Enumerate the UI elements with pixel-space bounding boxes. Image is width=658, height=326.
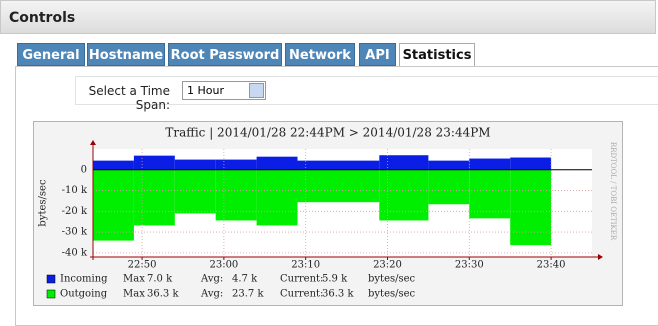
legend-stat-label: Avg: xyxy=(200,289,223,300)
tab[interactable]: Root Password xyxy=(168,43,282,66)
y-tick-label: -20 k xyxy=(62,206,88,217)
legend-label: Outgoing xyxy=(60,289,108,300)
step-area xyxy=(510,169,552,246)
y-axis-label: bytes/sec xyxy=(38,179,49,227)
legend-stat-value: 5.9 k xyxy=(322,274,348,285)
y-tick-label: 0 xyxy=(81,164,87,175)
step-area xyxy=(133,169,175,226)
step-area xyxy=(469,169,511,219)
legend-stat-label: Current: xyxy=(280,289,323,300)
legend-stat-label: Max xyxy=(123,289,145,300)
step-area xyxy=(469,158,511,170)
step-area xyxy=(174,169,216,214)
step-area xyxy=(297,160,380,170)
step-area xyxy=(215,159,257,170)
select-value: 1 Hour xyxy=(187,84,224,97)
axis-arrow xyxy=(598,254,603,260)
axis-arrow xyxy=(90,140,96,145)
legend-stat-value: 4.7 k xyxy=(232,274,258,285)
legend-stat-label: bytes/sec xyxy=(368,289,416,300)
tab[interactable]: Statistics xyxy=(399,43,475,67)
legend-label: Incoming xyxy=(60,274,108,285)
tab[interactable]: API xyxy=(359,43,396,66)
legend-stat-label: bytes/sec xyxy=(368,274,416,285)
step-area xyxy=(297,169,380,203)
step-area xyxy=(379,155,429,170)
header-title: Controls xyxy=(0,0,656,34)
legend-stat-label: Current: xyxy=(280,274,323,285)
chart-title: Traffic | 2014/01/28 22:44PM > 2014/01/2… xyxy=(165,126,490,140)
legend-stat-value: 36.3 k xyxy=(147,289,179,300)
legend-stat-value: 23.7 k xyxy=(232,289,264,300)
legend-swatch xyxy=(46,274,56,284)
legend-swatch xyxy=(46,289,56,299)
step-area xyxy=(256,156,298,170)
y-tick-label: -40 k xyxy=(62,247,88,258)
select-arrow[interactable] xyxy=(249,83,264,98)
x-tick-label: 23:10 xyxy=(291,260,320,271)
x-tick-label: 23:20 xyxy=(373,260,402,271)
side-text: RRDTOOL / TOBI OETIKER xyxy=(609,142,617,241)
step-area xyxy=(215,169,257,221)
tab[interactable]: Hostname xyxy=(87,43,165,66)
step-area xyxy=(510,157,552,170)
step-area xyxy=(93,169,134,241)
step-area xyxy=(174,159,216,170)
x-tick-label: 23:30 xyxy=(455,260,484,271)
time-span-label: Select a Time Span: xyxy=(88,84,170,112)
y-tick-label: -30 k xyxy=(62,227,88,238)
step-area xyxy=(133,155,175,170)
legend-stat-value: 36.3 k xyxy=(322,289,354,300)
tab[interactable]: Network xyxy=(285,43,355,66)
step-area xyxy=(428,169,470,205)
tab[interactable]: General xyxy=(17,43,85,66)
legend-stat-label: Avg: xyxy=(200,274,223,285)
step-area xyxy=(93,160,134,170)
step-area xyxy=(256,169,298,226)
time-span-row: Select a Time Span: 1 Hour xyxy=(75,76,658,112)
chart: Traffic | 2014/01/28 22:44PM > 2014/01/2… xyxy=(33,121,623,306)
step-area xyxy=(428,160,470,170)
step-area xyxy=(379,169,429,221)
x-tick-label: 22:50 xyxy=(128,260,157,271)
x-tick-label: 23:40 xyxy=(537,260,566,271)
x-tick-label: 23:00 xyxy=(209,260,238,271)
legend-stat-value: 7.0 k xyxy=(147,274,173,285)
y-tick-label: -10 k xyxy=(62,185,88,196)
legend-stat-label: Max xyxy=(123,274,145,285)
time-span-select[interactable]: 1 Hour xyxy=(182,81,266,100)
